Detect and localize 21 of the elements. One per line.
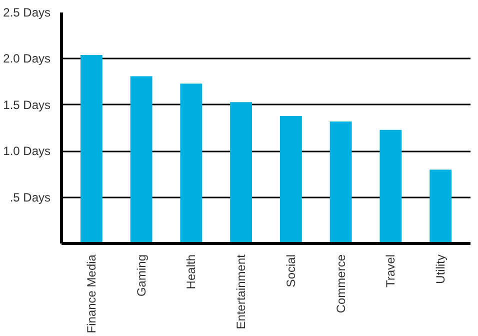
x-tick-label: Commerce <box>334 254 348 314</box>
bar <box>80 55 102 244</box>
bar <box>430 170 452 244</box>
y-tick-label: 1.5 Days <box>3 98 51 112</box>
x-tick-label: Entertainment <box>234 254 248 330</box>
bar <box>180 84 202 244</box>
y-tick-label: 2.5 Days <box>3 6 51 20</box>
x-tick-label: Utility <box>434 254 448 284</box>
bar <box>380 130 402 244</box>
x-tick-label: Finance Media <box>84 254 98 334</box>
y-tick-label: 2.0 Days <box>3 52 51 66</box>
y-tick-label: .5 Days <box>10 190 51 204</box>
y-tick-label: 1.0 Days <box>3 144 51 158</box>
bar <box>230 102 252 244</box>
bar <box>130 76 152 244</box>
x-tick-label: Travel <box>384 254 398 288</box>
x-tick-label: Health <box>184 254 198 290</box>
x-tick-label: Gaming <box>134 254 148 297</box>
x-tick-label: Social <box>284 254 298 288</box>
bar <box>280 116 302 244</box>
bar <box>330 122 352 244</box>
